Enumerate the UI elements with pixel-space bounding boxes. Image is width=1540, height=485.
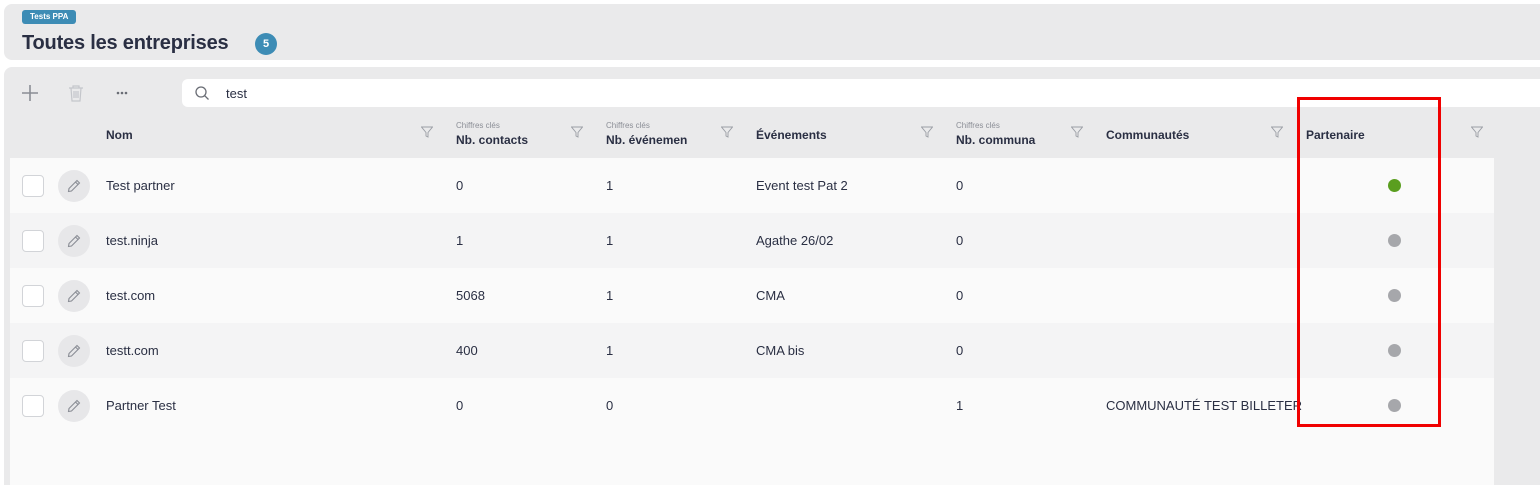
- cell-nb-evenements: 1: [606, 288, 614, 303]
- column-header-evenements[interactable]: Événements: [756, 115, 916, 155]
- filter-icon[interactable]: [420, 125, 434, 138]
- table-row[interactable]: test.ninja 1 1 Agathe 26/02 0: [10, 213, 1494, 268]
- plus-icon[interactable]: [18, 81, 42, 105]
- filter-icon[interactable]: [1070, 125, 1084, 138]
- table-body: Test partner 0 1 Event test Pat 2 0 test…: [10, 158, 1494, 485]
- column-header-contacts[interactable]: Chiffres clés Nb. contacts: [456, 115, 576, 155]
- partner-status-dot: [1388, 289, 1401, 302]
- cell-contacts: 0: [456, 178, 464, 193]
- column-label: Nb. événemen: [606, 133, 688, 147]
- cell-contacts: 0: [456, 398, 464, 413]
- column-header-nom[interactable]: Nom: [106, 115, 406, 155]
- cell-evenements: Agathe 26/02: [756, 233, 834, 248]
- column-label: Nom: [106, 128, 133, 142]
- filter-icon[interactable]: [920, 125, 934, 138]
- pencil-icon: [67, 289, 81, 303]
- pencil-icon: [67, 344, 81, 358]
- table-panel: Nom Chiffres clés Nb. contacts Chiffres …: [4, 67, 1540, 485]
- filter-icon[interactable]: [1270, 125, 1284, 138]
- partner-status-dot: [1388, 399, 1401, 412]
- cell-nb-evenements: 0: [606, 398, 614, 413]
- table-row[interactable]: Test partner 0 1 Event test Pat 2 0: [10, 158, 1494, 213]
- cell-nom: Test partner: [106, 178, 175, 193]
- partner-status-dot: [1388, 179, 1401, 192]
- column-group-label: Chiffres clés: [606, 121, 650, 130]
- partner-status-dot: [1388, 234, 1401, 247]
- filter-icon[interactable]: [1470, 125, 1484, 138]
- count-badge: 5: [255, 33, 277, 55]
- cell-communautes: COMMUNAUTÉ TEST BILLETER: [1106, 398, 1302, 413]
- table-row[interactable]: testt.com 400 1 CMA bis 0: [10, 323, 1494, 378]
- cell-nb-evenements: 1: [606, 233, 614, 248]
- edit-button[interactable]: [58, 335, 90, 367]
- column-label: Événements: [756, 128, 827, 142]
- row-checkbox[interactable]: [22, 285, 44, 307]
- row-checkbox[interactable]: [22, 340, 44, 362]
- pencil-icon: [67, 399, 81, 413]
- pencil-icon: [67, 179, 81, 193]
- edit-button[interactable]: [58, 280, 90, 312]
- cell-evenements: CMA: [756, 288, 785, 303]
- page-title: Toutes les entreprises: [22, 32, 229, 54]
- highlight-box: [1297, 97, 1441, 427]
- cell-nb-communautes: 0: [956, 288, 964, 303]
- edit-button[interactable]: [58, 390, 90, 422]
- cell-nb-communautes: 0: [956, 343, 964, 358]
- search-input[interactable]: [226, 79, 1426, 107]
- column-header-partenaire[interactable]: Partenaire: [1306, 115, 1466, 155]
- search-bar[interactable]: [182, 79, 1540, 107]
- cell-nom: testt.com: [106, 343, 159, 358]
- cell-nb-communautes: 0: [956, 178, 964, 193]
- edit-button[interactable]: [58, 170, 90, 202]
- table-row[interactable]: test.com 5068 1 CMA 0: [10, 268, 1494, 323]
- cell-contacts: 400: [456, 343, 478, 358]
- cell-nb-evenements: 1: [606, 343, 614, 358]
- page-header: Tests PPA Toutes les entreprises 5: [4, 4, 1540, 60]
- edit-button[interactable]: [58, 225, 90, 257]
- cell-contacts: 1: [456, 233, 464, 248]
- row-checkbox[interactable]: [22, 395, 44, 417]
- cell-nb-evenements: 1: [606, 178, 614, 193]
- partner-status-dot: [1388, 344, 1401, 357]
- cell-contacts: 5068: [456, 288, 485, 303]
- column-label: Nb. contacts: [456, 133, 529, 147]
- ellipsis-icon[interactable]: [110, 81, 134, 105]
- column-label: Partenaire: [1306, 128, 1365, 142]
- search-icon: [194, 85, 210, 106]
- pencil-icon: [67, 234, 81, 248]
- cell-nom: Partner Test: [106, 398, 176, 413]
- cell-nom: test.ninja: [106, 233, 159, 248]
- column-header-nb-communautes[interactable]: Chiffres clés Nb. communa: [956, 115, 1076, 155]
- cell-nb-communautes: 0: [956, 233, 964, 248]
- workspace-tag[interactable]: Tests PPA: [22, 10, 77, 24]
- trash-icon[interactable]: [64, 81, 88, 105]
- cell-nb-communautes: 1: [956, 398, 964, 413]
- cell-evenements: Event test Pat 2: [756, 178, 848, 193]
- row-checkbox[interactable]: [22, 175, 44, 197]
- cell-nom: test.com: [106, 288, 156, 303]
- column-group-label: Chiffres clés: [456, 121, 500, 130]
- table-row[interactable]: Partner Test 0 0 1 COMMUNAUTÉ TEST BILLE…: [10, 378, 1494, 433]
- cell-evenements: CMA bis: [756, 343, 805, 358]
- column-label: Nb. communa: [956, 133, 1036, 147]
- row-checkbox[interactable]: [22, 230, 44, 252]
- filter-icon[interactable]: [720, 125, 734, 138]
- column-header-nb-evenements[interactable]: Chiffres clés Nb. événemen: [606, 115, 726, 155]
- column-group-label: Chiffres clés: [956, 121, 1000, 130]
- filter-icon[interactable]: [570, 125, 584, 138]
- column-header-communautes[interactable]: Communautés: [1106, 115, 1266, 155]
- column-label: Communautés: [1106, 128, 1190, 142]
